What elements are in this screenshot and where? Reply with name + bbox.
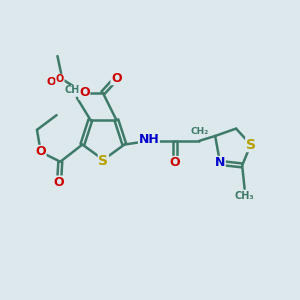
Text: O: O xyxy=(79,86,90,99)
Text: CH₃: CH₃ xyxy=(235,191,254,201)
Text: O: O xyxy=(56,74,64,84)
Text: S: S xyxy=(246,138,256,152)
Text: O: O xyxy=(54,176,64,189)
Text: CH₂: CH₂ xyxy=(190,128,208,136)
Text: S: S xyxy=(98,154,108,168)
Text: CH₃: CH₃ xyxy=(64,85,84,95)
Text: N: N xyxy=(215,157,225,169)
Text: O: O xyxy=(46,77,56,87)
Text: O: O xyxy=(111,72,122,85)
Text: NH: NH xyxy=(139,133,159,146)
Text: O: O xyxy=(35,146,46,158)
Text: O: O xyxy=(169,157,180,169)
